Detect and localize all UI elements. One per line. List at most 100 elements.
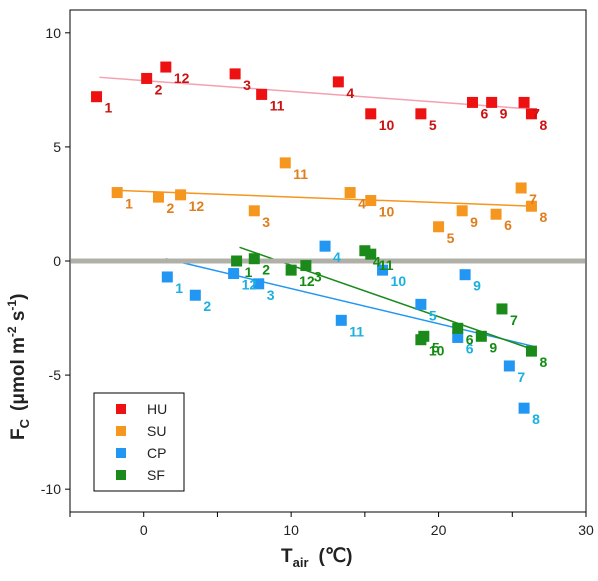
point-hu-9 (486, 96, 498, 108)
point-label-hu-2: 2 (155, 81, 163, 97)
point-sf-9 (475, 330, 487, 342)
point-cp-5 (415, 298, 427, 310)
point-label-sf-7: 7 (510, 312, 518, 328)
point-sf-2 (248, 253, 260, 265)
point-label-hu-5: 5 (429, 117, 437, 133)
point-hu-11 (256, 88, 268, 100)
point-label-cp-6: 6 (466, 340, 474, 356)
point-label-cp-5: 5 (429, 307, 437, 323)
y-tick-label: -5 (49, 367, 62, 383)
point-label-sf-9: 9 (489, 339, 497, 355)
point-cp-1 (161, 271, 173, 283)
point-su-7 (515, 182, 527, 194)
point-label-sf-3: 3 (314, 269, 322, 285)
x-axis-title-sub: air (293, 555, 309, 570)
point-sf-11 (365, 248, 377, 260)
point-sf-4 (359, 245, 371, 257)
point-hu-12 (160, 61, 172, 73)
point-sf-3 (300, 260, 312, 272)
x-axis-title-unit: (℃) (319, 546, 353, 567)
point-su-5 (433, 221, 445, 233)
point-hu-3 (229, 68, 241, 80)
fit-line-cp (165, 257, 535, 348)
legend-items: HU SU CP SF (116, 401, 167, 483)
x-tick-label: 0 (140, 522, 148, 538)
point-label-su-1: 1 (125, 196, 133, 212)
point-label-su-4: 4 (358, 196, 366, 212)
point-label-cp-4: 4 (333, 249, 341, 265)
point-label-hu-3: 3 (243, 77, 251, 93)
point-su-4 (344, 187, 356, 199)
point-label-su-10: 10 (379, 204, 395, 220)
point-sf-10 (415, 334, 427, 346)
y-tick-label: 0 (53, 253, 61, 269)
point-label-hu-7: 7 (532, 105, 540, 121)
y-axis-title-main: F (8, 428, 29, 440)
legend-label-cp: CP (147, 445, 166, 461)
point-label-sf-8: 8 (539, 354, 547, 370)
point-label-hu-10: 10 (379, 117, 395, 133)
point-sf-6 (452, 322, 464, 334)
point-hu-2 (141, 72, 153, 84)
y-tick-label: -10 (41, 481, 61, 497)
point-su-6 (490, 208, 502, 220)
point-label-hu-12: 12 (174, 70, 190, 86)
point-sf-12 (285, 264, 297, 276)
point-su-8 (525, 200, 537, 212)
point-sf-8 (525, 345, 537, 357)
legend-box (93, 392, 185, 492)
point-label-hu-6: 6 (480, 105, 488, 121)
point-hu-6 (466, 96, 478, 108)
point-cp-4 (319, 240, 331, 252)
point-hu-7 (518, 96, 530, 108)
point-label-sf-4: 4 (373, 254, 381, 270)
point-cp-8 (518, 402, 530, 414)
legend-label-sf: SF (147, 467, 165, 483)
point-cp-12 (228, 268, 240, 280)
point-cp-2 (189, 289, 201, 301)
point-label-hu-9: 9 (500, 105, 508, 121)
legend-marker-hu (116, 404, 126, 414)
y-axis-title-unit-post: ) (8, 294, 29, 300)
x-axis-title-main: T (281, 546, 293, 567)
point-label-sf-10: 10 (429, 343, 445, 359)
y-axis-title-sub: C (17, 418, 32, 428)
point-su-3 (248, 205, 260, 217)
legend-label-su: SU (147, 423, 166, 439)
point-cp-7 (503, 360, 515, 372)
point-su-9 (456, 205, 468, 217)
point-su-10 (365, 195, 377, 207)
point-hu-4 (332, 76, 344, 88)
point-label-cp-2: 2 (203, 298, 211, 314)
y-axis-title-unit-pre: (μmol m (8, 337, 29, 411)
point-label-su-6: 6 (504, 217, 512, 233)
legend-marker-su (116, 426, 126, 436)
point-label-sf-5: 5 (432, 339, 440, 355)
y-axis-title-sup1: -2 (5, 326, 19, 337)
point-hu-10 (365, 108, 377, 120)
point-label-hu-1: 1 (105, 100, 113, 116)
point-cp-11 (335, 314, 347, 326)
point-label-cp-1: 1 (175, 280, 183, 296)
point-label-su-3: 3 (262, 214, 270, 230)
point-label-sf-1: 1 (245, 264, 253, 280)
x-axis-title: Tair (℃) (281, 546, 353, 570)
point-su-2 (152, 191, 164, 203)
point-label-sf-12: 12 (299, 273, 315, 289)
point-sf-7 (496, 303, 508, 315)
point-label-cp-9: 9 (473, 278, 481, 294)
legend-marker-sf (116, 470, 126, 480)
point-label-hu-11: 11 (270, 97, 285, 113)
point-label-sf-11: 11 (379, 257, 394, 273)
point-cp-6 (452, 331, 464, 343)
point-cp-3 (253, 278, 265, 290)
x-tick-label: 10 (283, 522, 299, 538)
y-axis-title: FC (μmol m-2 s-1) (5, 294, 32, 440)
point-hu-5 (415, 108, 427, 120)
legend: HU SU CP SF (93, 392, 185, 492)
point-cp-9 (459, 269, 471, 281)
point-label-su-8: 8 (539, 209, 547, 225)
